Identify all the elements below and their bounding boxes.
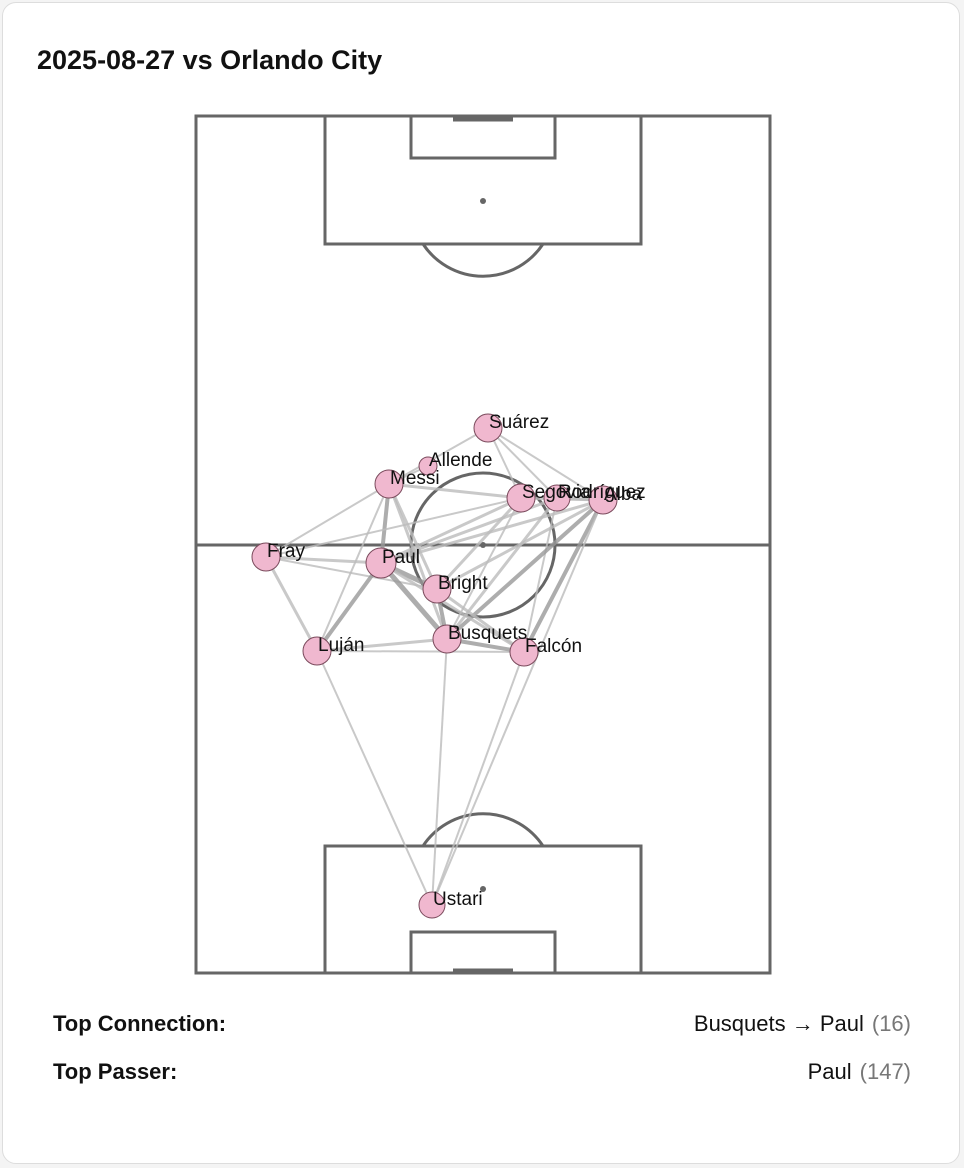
pass-link: [388, 427, 489, 485]
pass-link: [380, 561, 525, 654]
pass-link: [431, 499, 604, 906]
player-label: Ustari: [433, 889, 483, 910]
stat-row: Top Connection: Busquets → Paul (16): [53, 1011, 911, 1037]
player-node: [509, 637, 539, 667]
pass-link: [379, 561, 449, 641]
pass-link: [316, 483, 390, 652]
pass-link: [265, 556, 438, 590]
pass-link: [264, 556, 319, 652]
pass-link: [446, 497, 522, 640]
pass-link: [316, 650, 433, 906]
player-node: [432, 624, 462, 654]
pass-link: [523, 497, 558, 653]
pass-link: [316, 650, 525, 653]
player-label: Alba: [604, 484, 642, 505]
pass-link: [265, 555, 382, 565]
stat-count: (147): [859, 1059, 911, 1084]
pass-link: [487, 427, 558, 499]
pass-link: [388, 482, 522, 500]
player-label: Fray: [267, 541, 306, 562]
stat-row: Top Passer: Paul (147): [53, 1059, 911, 1085]
player-label: Luján: [318, 635, 365, 656]
pass-link: [380, 496, 522, 565]
stat-count: (16): [871, 1011, 911, 1036]
player-label: Falcón: [525, 636, 582, 657]
pass-link: [315, 561, 383, 653]
title: 2025-08-27 vs Orlando City: [37, 45, 383, 75]
pass-link: [265, 483, 390, 558]
stat-label: Top Passer:: [53, 1059, 178, 1084]
player-node: [365, 547, 397, 579]
player-node: [506, 483, 536, 513]
player-node: [302, 636, 332, 666]
player-node: [418, 456, 438, 476]
player-node: [418, 891, 446, 919]
pass-link: [435, 496, 523, 591]
pass-link: [265, 497, 522, 558]
pass-link: [487, 427, 604, 501]
player-label: Allende: [429, 450, 492, 471]
pass-link: [431, 651, 525, 906]
player-label: Suárez: [489, 412, 549, 433]
player-label: Segovia: [522, 482, 591, 503]
pass-link: [436, 498, 604, 591]
stat-label: Top Connection:: [53, 1011, 227, 1036]
stat-value: Busquets → Paul: [693, 1011, 864, 1036]
player-label: Paul: [382, 547, 420, 568]
pass-link: [387, 483, 449, 640]
stat-value: Paul: [807, 1059, 852, 1084]
pass-link: [436, 587, 525, 654]
player-node: [473, 413, 503, 443]
player-node: [588, 485, 618, 515]
player-node: [543, 484, 571, 512]
player-label: Bright: [438, 573, 488, 594]
player-label: Rodríguez: [558, 482, 646, 503]
player-node: [374, 469, 404, 499]
pass-link: [316, 637, 448, 653]
pass-link: [380, 498, 604, 565]
player-node: [251, 542, 281, 572]
player-label: Busquets: [448, 623, 527, 644]
pass-link: [522, 499, 605, 653]
pitch-lines: [194, 114, 772, 975]
pass-link: [431, 638, 448, 906]
player-node: [422, 574, 452, 604]
player-label: Messi: [390, 468, 440, 489]
